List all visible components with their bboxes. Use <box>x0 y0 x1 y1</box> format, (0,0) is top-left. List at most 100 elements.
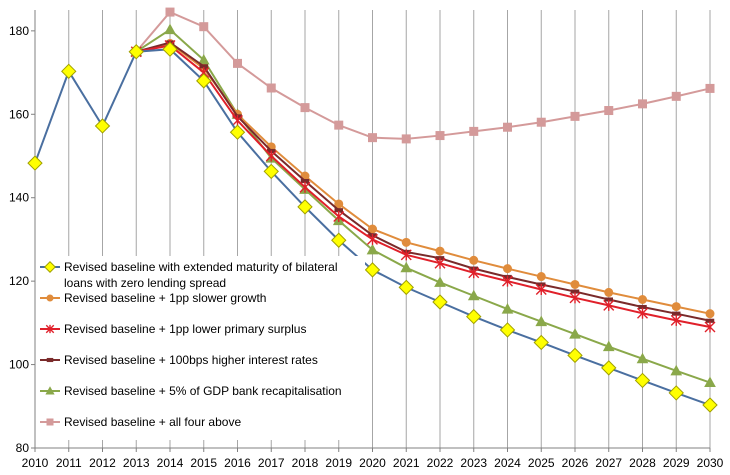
series-2-point-2030 <box>705 309 715 319</box>
y-tick-label-100: 100 <box>9 358 29 372</box>
series-6-point-2022 <box>435 131 445 141</box>
x-tick-label-2014: 2014 <box>157 456 184 470</box>
series-3-point-2026 <box>569 292 581 304</box>
y-tick-labels: 80 100 120 140 160 180 <box>9 24 35 455</box>
series-5-point-2028 <box>636 352 649 364</box>
legend-label-5: Revised baseline + 5% of GDP bank recapi… <box>64 384 342 398</box>
series-3-point-2027 <box>603 299 615 311</box>
series-1-point-2024 <box>499 322 516 338</box>
legend-swatch-marker-4 <box>46 357 54 363</box>
series-1-point-2022 <box>432 294 448 310</box>
series-6-point-2020 <box>368 133 377 143</box>
x-tick-label-2012: 2012 <box>89 456 116 470</box>
x-tick-label-2015: 2015 <box>190 456 217 470</box>
series-1-point-2012 <box>94 118 111 134</box>
series-group <box>27 7 718 413</box>
series-6-point-2026 <box>570 111 580 121</box>
legend-label-2: Revised baseline + 1pp slower growth <box>64 291 266 305</box>
legend-swatch-marker-5 <box>45 386 55 395</box>
series-2-point-2027 <box>604 287 614 297</box>
series-5-point-2029 <box>670 364 683 376</box>
series-1-point-2011 <box>61 63 77 80</box>
y-tick-label-120: 120 <box>9 274 29 288</box>
series-6-point-2015 <box>199 22 209 32</box>
series-6 <box>131 7 715 144</box>
y-tick-label-160: 160 <box>9 107 29 121</box>
series-1-point-2025 <box>533 334 549 351</box>
x-tick-label-2016: 2016 <box>224 456 251 470</box>
legend-label-4: Revised baseline + 100bps higher interes… <box>64 353 318 367</box>
x-tick-label-2025: 2025 <box>528 456 555 470</box>
series-3-point-2020 <box>367 233 378 245</box>
series-1-point-2016 <box>229 124 246 140</box>
series-5-point-2021 <box>400 261 413 273</box>
legend-entry-1: Revised baseline with extended maturity … <box>40 260 337 290</box>
series-6-point-2018 <box>300 103 310 113</box>
x-tick-label-2028: 2028 <box>629 456 656 470</box>
x-tick-label-2026: 2026 <box>562 456 589 470</box>
legend-entry-4: Revised baseline + 100bps higher interes… <box>40 353 318 367</box>
legend-swatch-marker-2 <box>46 294 54 302</box>
x-tick-label-2027: 2027 <box>595 456 622 470</box>
series-3-point-2019 <box>333 210 345 222</box>
legend-label-6: Revised baseline + all four above <box>64 415 241 429</box>
series-3-point-2024 <box>502 275 513 287</box>
x-tick-label-2010: 2010 <box>22 456 49 470</box>
series-1-point-2010 <box>27 155 43 171</box>
series-3-point-2030 <box>704 321 716 333</box>
legend-swatch-marker-3 <box>45 324 55 334</box>
series-6-point-2027 <box>604 106 614 116</box>
x-tick-label-2020: 2020 <box>359 456 386 470</box>
series-6-point-2017 <box>266 83 276 93</box>
y-tick-label-180: 180 <box>9 24 29 38</box>
series-2-point-2025 <box>536 272 546 282</box>
series-1-point-2021 <box>398 279 414 296</box>
series-1-point-2030 <box>702 397 718 413</box>
legend-box <box>38 256 365 440</box>
x-tick-label-2018: 2018 <box>292 456 319 470</box>
x-tick-labels: 2010 2011 2012 2013 2014 2015 2016 2017 2018 2019… <box>22 448 724 470</box>
x-tick-label-2021: 2021 <box>393 456 420 470</box>
series-3-point-2021 <box>400 249 412 261</box>
series-3-line <box>136 44 711 329</box>
series-1-point-2013 <box>128 44 144 60</box>
series-6-point-2014 <box>165 7 175 17</box>
series-2-point-2019 <box>334 199 344 209</box>
series-5-point-2014 <box>164 23 176 35</box>
series-3-point-2028 <box>637 307 648 319</box>
series-6-point-2024 <box>503 122 512 132</box>
series-1-point-2023 <box>466 308 482 325</box>
series-6-line <box>135 10 711 140</box>
x-tick-label-2017: 2017 <box>258 456 285 470</box>
y-tick-label-80: 80 <box>16 441 30 455</box>
legend-entry-5: Revised baseline + 5% of GDP bank recapi… <box>40 384 342 398</box>
series-1-point-2026 <box>567 347 583 364</box>
series-6-point-2019 <box>334 120 344 130</box>
series-2-point-2026 <box>570 279 580 289</box>
x-tick-label-2029: 2029 <box>663 456 690 470</box>
series-2-point-2022 <box>435 246 445 256</box>
series-2-point-2029 <box>671 302 681 312</box>
series-3-point-2018 <box>299 181 311 193</box>
series-3-point-2017 <box>265 150 277 162</box>
series-1-point-2015 <box>196 73 212 89</box>
x-tick-label-2011: 2011 <box>56 456 82 470</box>
series-1-point-2019 <box>331 232 347 248</box>
series-1-point-2017 <box>263 163 279 180</box>
series-6-point-2030 <box>705 83 715 93</box>
legend: Revised baseline with extended maturity … <box>38 256 365 440</box>
series-1-point-2014 <box>162 41 178 57</box>
series-6-point-2025 <box>536 117 546 127</box>
series-5-point-2024 <box>501 303 514 314</box>
x-tick-label-2030: 2030 <box>697 456 724 470</box>
legend-entry-3: Revised baseline + 1pp lower primary sur… <box>40 322 306 336</box>
legend-entry-2: Revised baseline + 1pp slower growth <box>40 291 266 305</box>
legend-entry-6: Revised baseline + all four above <box>40 415 241 429</box>
legend-label-3: Revised baseline + 1pp lower primary sur… <box>64 322 306 336</box>
series-1-point-2018 <box>297 199 313 215</box>
series-3-point-2016 <box>232 115 243 127</box>
series-1-point-2027 <box>601 360 617 376</box>
legend-label-1-line-2: loans with zero lending spread <box>64 276 226 290</box>
series-5-point-2022 <box>434 276 446 287</box>
series-2-point-2021 <box>401 237 411 247</box>
